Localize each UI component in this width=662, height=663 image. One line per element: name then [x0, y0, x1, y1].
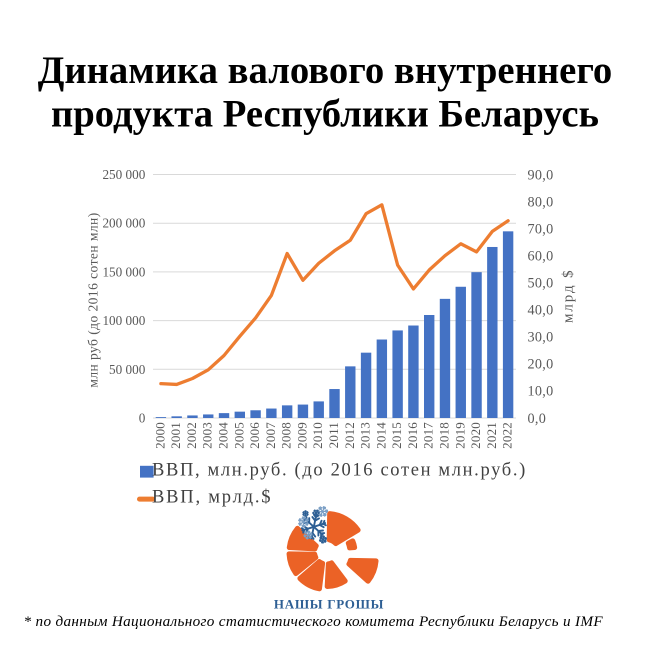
svg-text:НАШЫ ГРОШЫ: НАШЫ ГРОШЫ [274, 597, 384, 612]
svg-text:2014: 2014 [373, 422, 388, 449]
svg-text:50 000: 50 000 [109, 362, 146, 377]
svg-text:2008: 2008 [279, 422, 294, 449]
svg-text:2005: 2005 [231, 422, 246, 449]
svg-text:2009: 2009 [294, 422, 309, 449]
svg-text:2022: 2022 [500, 422, 515, 449]
svg-text:2011: 2011 [326, 422, 341, 448]
svg-text:0: 0 [139, 411, 146, 426]
svg-text:2015: 2015 [389, 422, 404, 449]
svg-text:150 000: 150 000 [102, 264, 145, 279]
svg-text:2004: 2004 [216, 422, 231, 449]
svg-text:70,0: 70,0 [528, 221, 554, 237]
svg-text:ВВП, млн.руб. (до 2016 сотен м: ВВП, млн.руб. (до 2016 сотен млн.руб.) [152, 460, 527, 480]
svg-text:0,0: 0,0 [528, 411, 547, 427]
svg-text:2020: 2020 [468, 422, 483, 449]
svg-text:млрд $: млрд $ [560, 268, 576, 323]
svg-text:2007: 2007 [263, 422, 278, 449]
svg-text:50,0: 50,0 [528, 276, 554, 292]
svg-text:200 000: 200 000 [102, 216, 145, 231]
svg-text:2002: 2002 [184, 422, 199, 449]
svg-text:продукта Республики Беларусь: продукта Республики Беларусь [51, 93, 599, 135]
svg-text:млн руб (до 2016 сотен млн): млн руб (до 2016 сотен млн) [86, 212, 101, 387]
svg-text:40,0: 40,0 [528, 303, 554, 319]
svg-text:2016: 2016 [405, 422, 420, 449]
svg-text:2010: 2010 [310, 422, 325, 449]
svg-text:2018: 2018 [436, 422, 451, 449]
svg-text:ВВП, мрлд.$: ВВП, мрлд.$ [152, 487, 272, 507]
svg-text:2021: 2021 [484, 422, 499, 449]
svg-text:2003: 2003 [200, 422, 215, 449]
svg-text:Динамика валового внутреннего: Динамика валового внутреннего [38, 50, 613, 92]
svg-text:80,0: 80,0 [528, 194, 554, 210]
svg-text:* по данным Национального стат: * по данным Национального статистическог… [24, 613, 604, 630]
svg-text:2019: 2019 [452, 422, 467, 449]
svg-text:2012: 2012 [342, 422, 357, 449]
svg-text:2000: 2000 [152, 422, 167, 449]
svg-text:90,0: 90,0 [528, 167, 554, 183]
svg-text:2006: 2006 [247, 422, 262, 449]
svg-text:2001: 2001 [168, 422, 183, 449]
svg-text:100 000: 100 000 [102, 313, 145, 328]
svg-text:250 000: 250 000 [102, 167, 145, 182]
svg-text:2017: 2017 [421, 422, 436, 449]
svg-text:20,0: 20,0 [528, 357, 554, 373]
svg-text:60,0: 60,0 [528, 249, 554, 265]
svg-text:10,0: 10,0 [528, 384, 554, 400]
svg-text:2013: 2013 [358, 422, 373, 449]
svg-text:30,0: 30,0 [528, 330, 554, 346]
